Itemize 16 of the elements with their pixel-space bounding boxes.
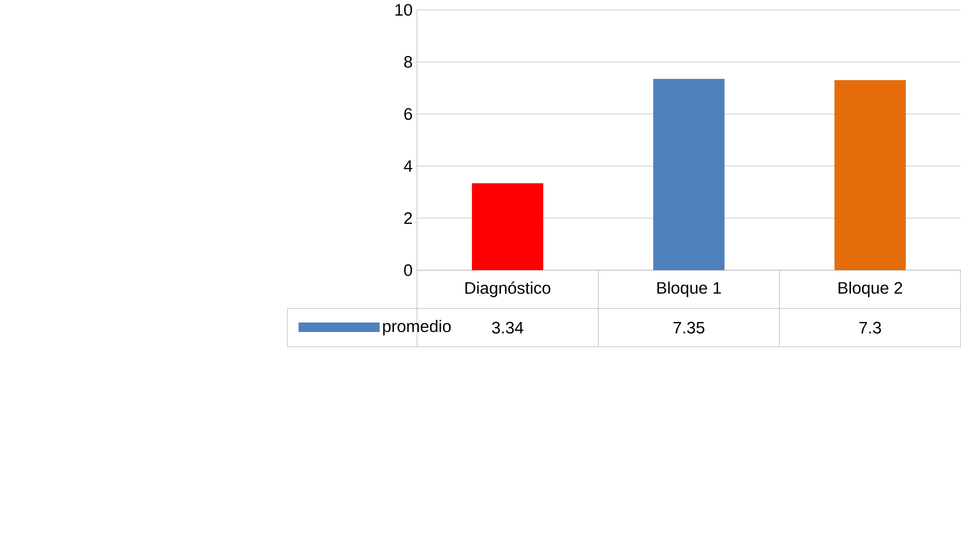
y-tick-label: 2 [404, 212, 412, 224]
data-label: 3.34 [492, 322, 524, 334]
bar [472, 183, 544, 270]
x-tick-label: Bloque 2 [838, 282, 902, 298]
y-tick-label: 10 [395, 4, 412, 16]
y-tick-label: 4 [404, 160, 412, 172]
x-tick-label: Bloque 1 [657, 282, 721, 298]
y-tick-label: 8 [404, 56, 412, 68]
data-label: 7.3 [859, 322, 881, 334]
x-tick-label: Diagnóstico [465, 282, 550, 298]
legend-label: promedio [383, 320, 451, 336]
data-label: 7.35 [674, 322, 704, 334]
y-tick-label: 6 [404, 108, 412, 120]
bar [834, 80, 906, 270]
bar [653, 79, 725, 270]
y-tick-label: 0 [404, 264, 412, 276]
